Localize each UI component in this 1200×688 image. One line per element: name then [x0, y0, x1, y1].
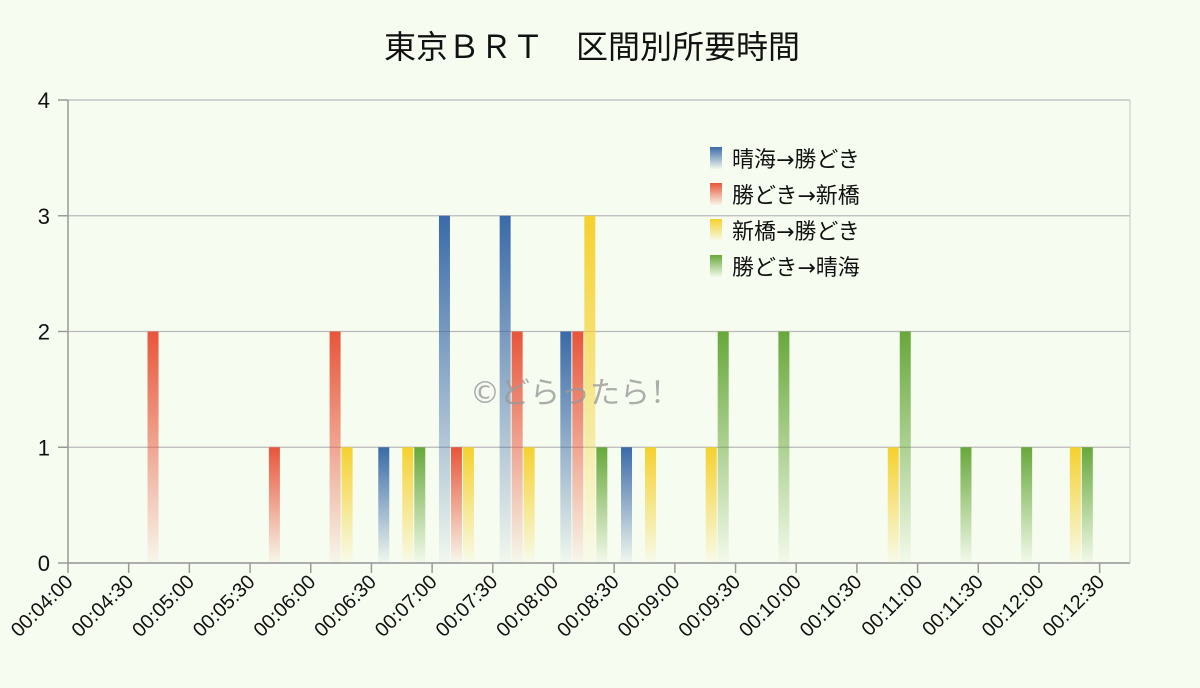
bar-00-09-30-series-3	[778, 331, 790, 563]
x-tick-label: 00:12:00	[978, 571, 1049, 642]
y-tick-label: 0	[38, 551, 50, 576]
bar-00-07-00-series-1	[450, 447, 462, 563]
x-tick-label: 00:08:00	[492, 571, 563, 642]
y-tick-label: 3	[38, 204, 50, 229]
legend-label: 新橋→勝どき	[732, 220, 860, 245]
bar-00-10-30-series-3	[899, 331, 911, 563]
x-tick-label: 00:10:30	[796, 571, 867, 642]
legend-label: 勝どき→新橋	[732, 184, 860, 209]
y-tick-labels: 0 1 2 3 4	[38, 88, 50, 576]
legend-swatch	[710, 183, 722, 205]
bar-00-08-00-series-1	[572, 331, 584, 563]
x-tick-label: 00:12:30	[1039, 571, 1110, 642]
y-tick-label: 2	[38, 320, 50, 345]
y-tick-label: 1	[38, 435, 50, 460]
bar-00-06-30-series-3	[414, 447, 426, 563]
bar-00-07-30-series-0	[499, 215, 511, 563]
bar-00-07-00-series-2	[462, 447, 474, 563]
chart-title: 東京ＢＲＴ 区間別所要時間	[384, 28, 800, 66]
legend-label: 勝どき→晴海	[732, 256, 860, 281]
bar-00-09-00-series-3	[717, 331, 729, 563]
legend-swatch	[710, 147, 722, 169]
watermark: ©どらったら！	[470, 376, 680, 411]
x-tick-label: 00:11:30	[918, 571, 988, 641]
legend-swatch	[710, 255, 722, 277]
x-tick-label: 00:09:00	[614, 571, 685, 642]
bar-00-08-30-series-0	[621, 447, 633, 563]
bar-00-08-00-series-0	[560, 331, 572, 563]
x-tick-labels: 00:04:0000:04:3000:05:0000:05:3000:06:00…	[7, 571, 1109, 642]
x-tick-label: 00:06:30	[310, 571, 381, 642]
x-tick-label: 00:09:30	[674, 571, 745, 642]
x-tick-label: 00:04:30	[68, 571, 139, 642]
x-tick-label: 00:06:00	[250, 571, 321, 642]
bar-00-11-00-series-3	[960, 447, 972, 563]
bar-00-12-00-series-3	[1081, 447, 1093, 563]
bar-00-06-30-series-2	[402, 447, 414, 563]
x-tick-label: 00:07:30	[432, 571, 503, 642]
bar-00-07-30-series-1	[511, 331, 523, 563]
bar-00-04-30-series-1	[147, 331, 159, 563]
x-tick-label: 00:05:00	[128, 571, 199, 642]
bar-00-07-00-series-0	[438, 215, 450, 563]
x-tick-label: 00:05:30	[189, 571, 260, 642]
bar-00-06-00-series-1	[329, 331, 341, 563]
x-tick-label: 00:08:30	[553, 571, 624, 642]
bar-00-07-30-series-2	[523, 447, 535, 563]
bar-00-08-00-series-2	[584, 215, 596, 563]
bar-00-12-00-series-2	[1069, 447, 1081, 563]
x-tick-label: 00:07:00	[371, 571, 442, 642]
legend-label: 晴海→勝どき	[732, 148, 860, 173]
legend-swatch	[710, 219, 722, 241]
bar-00-09-00-series-2	[705, 447, 717, 563]
bar-00-11-30-series-3	[1021, 447, 1033, 563]
bar-00-05-30-series-1	[268, 447, 280, 563]
x-tick-label: 00:11:00	[858, 571, 928, 641]
bar-00-06-00-series-2	[341, 447, 353, 563]
bar-00-08-00-series-3	[596, 447, 608, 563]
bars	[147, 215, 1093, 563]
x-tick-label: 00:10:00	[735, 571, 806, 642]
bar-00-08-30-series-2	[645, 447, 657, 563]
y-tick-label: 4	[38, 88, 50, 113]
bar-00-10-30-series-2	[887, 447, 899, 563]
x-tick-label: 00:04:00	[7, 571, 78, 642]
bar-00-06-30-series-0	[378, 447, 390, 563]
